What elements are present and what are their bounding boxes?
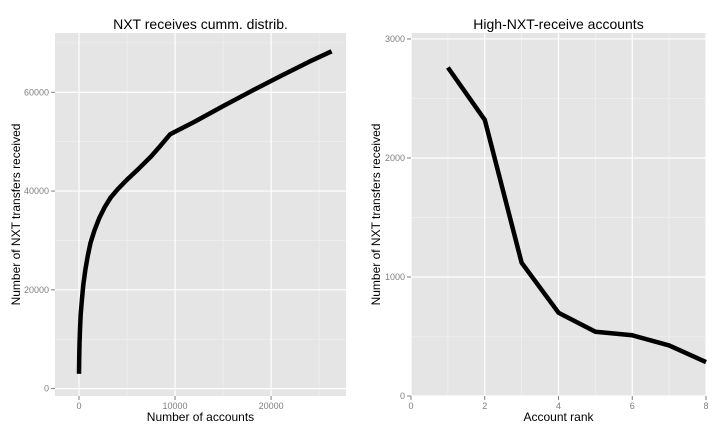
x-tick-label: 20000 (259, 401, 284, 411)
panel-cumulative-distribution: 0 10000 20000 0 20000 40000 60000 NXT receives… (9, 16, 346, 424)
y-tick-label: 3000 (385, 34, 405, 44)
y-axis-label: Number of NXT transfers received (9, 124, 23, 306)
grid-lines (55, 33, 346, 396)
y-axis-label: Number of NXT transfers received (369, 124, 383, 306)
x-axis-label: Account rank (523, 410, 594, 424)
x-tick-label: 10000 (163, 401, 188, 411)
x-tick-label: 8 (703, 401, 708, 411)
data-line (76, 49, 333, 374)
chart-title: NXT receives cumm. distrib. (113, 16, 288, 32)
x-tick-label: 6 (630, 401, 635, 411)
x-tick-label: 0 (408, 401, 413, 411)
panel-high-receive-accounts: 0 2 4 6 8 0 1000 2000 3000 High-NXT-receive acco… (369, 16, 709, 424)
y-tick-label: 40000 (24, 186, 49, 196)
y-tick-label: 2000 (385, 153, 405, 163)
x-tick-label: 2 (482, 401, 487, 411)
y-tick-label: 20000 (24, 285, 49, 295)
y-tick-label: 0 (400, 391, 405, 401)
y-tick-label: 0 (44, 384, 49, 394)
y-tick-label: 60000 (24, 87, 49, 97)
chart-title: High-NXT-receive accounts (473, 16, 643, 32)
data-line (446, 66, 707, 365)
y-tick-label: 1000 (385, 272, 405, 282)
x-tick-label: 4 (556, 401, 561, 411)
axis-ticks: 0 10000 20000 0 20000 40000 60000 (24, 87, 284, 411)
axis-ticks: 0 2 4 6 8 0 1000 2000 3000 (385, 34, 709, 411)
x-tick-label: 0 (77, 401, 82, 411)
x-axis-label: Number of accounts (147, 410, 254, 424)
